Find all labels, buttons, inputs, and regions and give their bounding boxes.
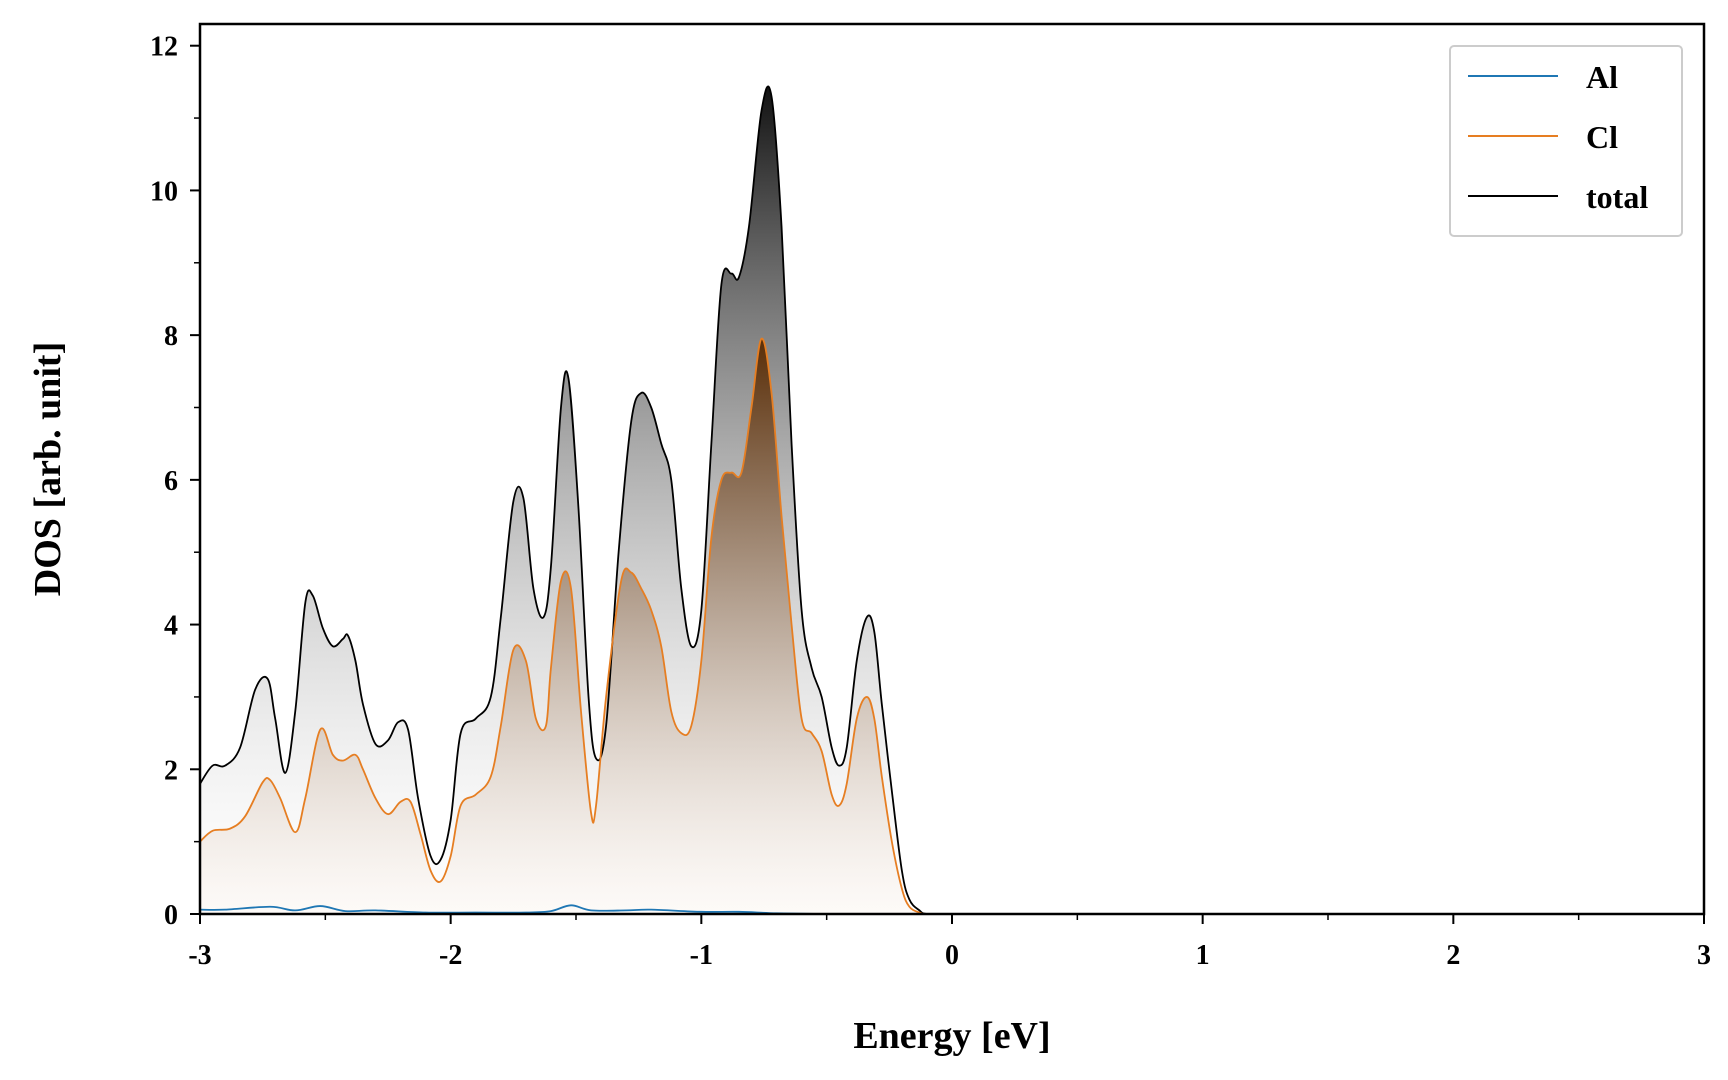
y-tick-label: 4 bbox=[164, 611, 178, 642]
legend-box bbox=[1449, 45, 1683, 237]
y-tick-label: 10 bbox=[150, 176, 178, 207]
y-axis-title: DOS [arb. unit] bbox=[27, 342, 69, 596]
legend-label-cl: Cl bbox=[1586, 119, 1618, 155]
x-tick-label: 1 bbox=[1196, 940, 1210, 971]
series-line-al bbox=[200, 904, 1704, 914]
series-line-total bbox=[200, 85, 1704, 914]
legend-label-al: Al bbox=[1586, 59, 1618, 95]
y-tick-label: 6 bbox=[164, 466, 178, 497]
x-tick-label: -3 bbox=[188, 940, 211, 971]
y-tick-label: 8 bbox=[164, 321, 178, 352]
x-tick-label: -1 bbox=[690, 940, 713, 971]
x-tick-label: 0 bbox=[945, 940, 959, 971]
legend: Al Cl total bbox=[1449, 45, 1683, 237]
x-tick-label: 2 bbox=[1446, 940, 1460, 971]
x-tick-label: -2 bbox=[439, 940, 462, 971]
x-axis-title: Energy [eV] bbox=[853, 1015, 1050, 1057]
y-tick-label: 0 bbox=[164, 900, 178, 931]
area-fill-cl bbox=[200, 338, 1704, 914]
series-line-cl bbox=[200, 337, 1704, 914]
y-tick-label: 12 bbox=[150, 32, 178, 63]
x-tick-label: 3 bbox=[1697, 940, 1711, 971]
legend-label-total: total bbox=[1586, 179, 1648, 215]
y-tick-label: 2 bbox=[164, 755, 178, 786]
